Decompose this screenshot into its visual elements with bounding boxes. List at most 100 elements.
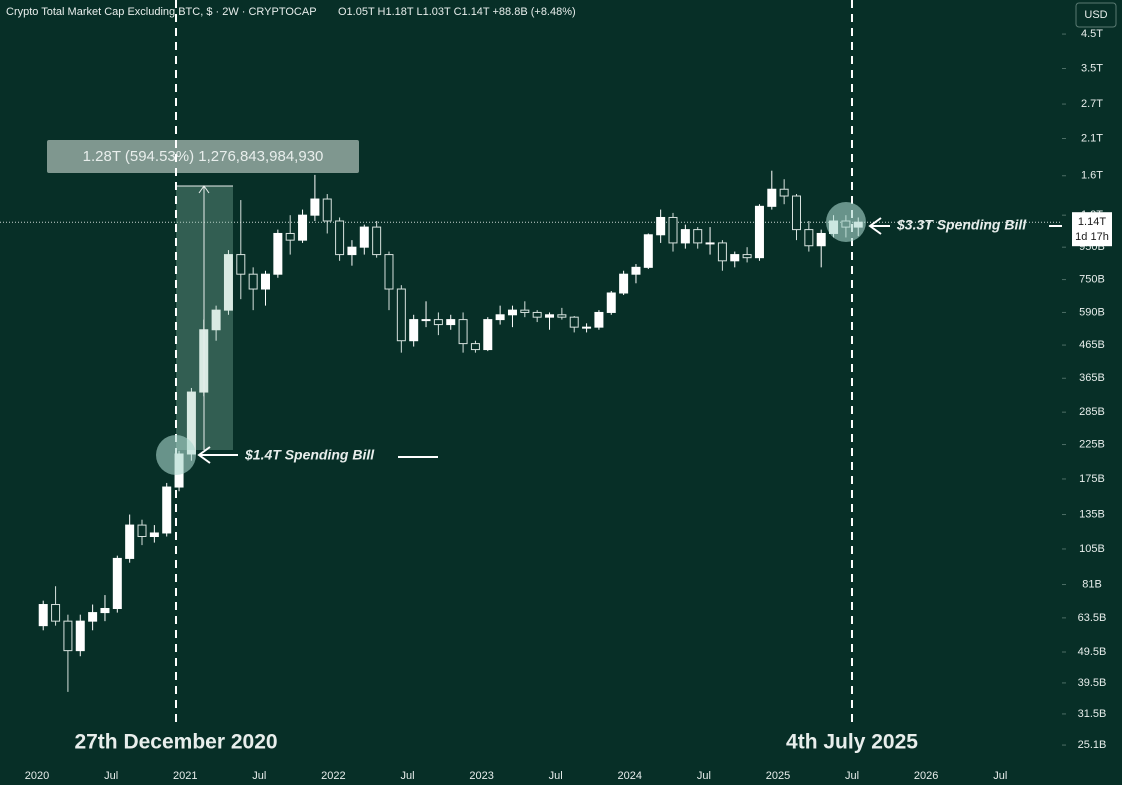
y-tick-label: 49.5B [1078, 646, 1107, 658]
currency-label: USD [1084, 9, 1107, 21]
candle-body [75, 620, 85, 652]
x-tick-label: 2020 [25, 770, 49, 782]
y-tick-label: 105B [1079, 543, 1105, 555]
x-tick-label: Jul [400, 770, 414, 782]
candle-body [717, 242, 727, 262]
candle-body [557, 314, 567, 318]
y-tick-label: 590B [1079, 306, 1105, 318]
y-tick-label: 3.5T [1081, 62, 1103, 74]
candle-body [162, 486, 172, 534]
candle-body [656, 216, 666, 236]
candle-body [458, 319, 468, 345]
measure-label-box [47, 140, 359, 173]
measure-label: 1.28T (594.53%) 1,276,843,984,930 [83, 148, 324, 165]
candle-body [51, 604, 61, 622]
y-tick-label: 2.1T [1081, 132, 1103, 144]
candle-body [668, 216, 678, 244]
y-tick-label: 4.5T [1081, 28, 1103, 40]
y-tick-label: 63.5B [1078, 612, 1107, 624]
y-tick-label: 25.1B [1078, 739, 1107, 751]
x-tick-label: 2023 [469, 770, 493, 782]
currency-button[interactable] [1075, 2, 1117, 28]
x-tick-label: Jul [104, 770, 118, 782]
x-tick-label: Jul [252, 770, 266, 782]
x-tick-label: 2025 [766, 770, 790, 782]
candle-body [606, 292, 616, 313]
arrow [868, 217, 890, 235]
date-label: 4th July 2025 [786, 731, 918, 754]
y-tick-label: 285B [1079, 406, 1105, 418]
x-tick-label: 2022 [321, 770, 345, 782]
candle-body [100, 607, 110, 614]
candle-body [88, 612, 98, 622]
candle-body [470, 343, 480, 351]
y-tick-label: 39.5B [1078, 677, 1107, 689]
y-tick-label: 365B [1079, 372, 1105, 384]
candle-body [347, 246, 357, 256]
candle-body [594, 311, 604, 328]
candle-body [446, 319, 456, 326]
candle-body [236, 254, 246, 275]
y-tick-label: 135B [1079, 508, 1105, 520]
highlight-circle [826, 202, 866, 242]
x-tick-label: 2024 [618, 770, 642, 782]
candle-body [705, 242, 715, 245]
candle-body [754, 205, 764, 259]
candle-body [792, 195, 801, 231]
candle-body [507, 309, 517, 316]
price-label-box [1072, 212, 1112, 247]
candle-body [273, 232, 283, 275]
y-tick-label: 465B [1079, 339, 1105, 351]
arrow [197, 446, 238, 464]
candle-body [125, 524, 135, 559]
x-tick-label: 2026 [914, 770, 938, 782]
candle-body [693, 229, 703, 244]
x-tick-label: Jul [549, 770, 563, 782]
candle-body [483, 319, 493, 351]
candle-body [38, 604, 48, 627]
annotation: $3.3T Spending Bill [896, 217, 1027, 233]
countdown: 1d 17h [1075, 231, 1109, 243]
candle-body [211, 309, 221, 331]
y-tick-label: 225B [1079, 438, 1105, 450]
x-tick-label: Jul [697, 770, 711, 782]
chart-title: Crypto Total Market Cap Excluding BTC, $… [6, 6, 317, 18]
candle-body [545, 314, 555, 318]
y-axis: 2020 Jul 2021 Jul 2022 Jul 2023 Jul 2024 Jul 2025 J… [25, 28, 1112, 782]
x-tick-label: 2021 [173, 770, 197, 782]
candle-body [396, 288, 406, 342]
candle-body [520, 309, 530, 313]
candle-body [261, 273, 270, 290]
candle-body [433, 319, 443, 326]
x-tick-label: Jul [993, 770, 1007, 782]
candle-body [804, 229, 814, 247]
candle-body [359, 226, 369, 248]
candle-body [298, 214, 308, 241]
candle-body [779, 188, 789, 197]
ohlc-legend: O1.05T H1.18T L1.03T C1.14T +88.8B (+8.4… [338, 6, 576, 18]
date-label: 27th December 2020 [74, 731, 277, 754]
candle-body [582, 326, 592, 329]
candle-body [137, 524, 147, 538]
y-tick-label: 31.5B [1078, 708, 1107, 720]
highlight-circle [156, 435, 196, 475]
candle-body [310, 198, 320, 216]
candle-body [730, 254, 740, 262]
candle-body [112, 557, 122, 609]
candle-body [680, 229, 690, 244]
candle-body [409, 319, 419, 342]
y-tick-label: 2.7T [1081, 98, 1103, 110]
candle-body [569, 316, 579, 328]
candle-body [223, 254, 233, 311]
candle-body [63, 620, 73, 652]
candle-body [767, 188, 777, 207]
candle-body [532, 311, 542, 318]
candle-body [643, 234, 653, 268]
candle-body [619, 273, 629, 294]
candle-body [372, 226, 382, 256]
candle-body [421, 319, 431, 322]
price-label: 1.14T [1078, 216, 1106, 228]
candle-body [384, 254, 394, 290]
